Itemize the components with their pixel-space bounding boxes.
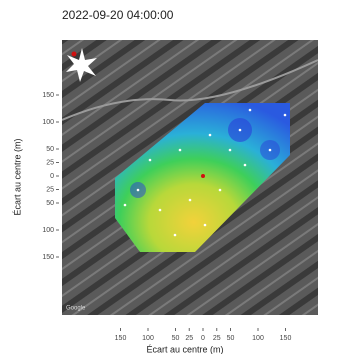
x-axis-label: Écart au centre (m) bbox=[146, 344, 223, 354]
sample-points bbox=[123, 108, 287, 237]
satellite-background: Google bbox=[62, 40, 318, 315]
x-tick-label: 100 bbox=[142, 335, 154, 342]
y-tick-label: 25 bbox=[46, 186, 54, 193]
y-tick-label: 25 bbox=[46, 159, 54, 166]
x-tick-label: 50 bbox=[227, 335, 235, 342]
watermark: Google bbox=[66, 306, 86, 312]
x-tick-label: 25 bbox=[213, 335, 221, 342]
compass bbox=[66, 48, 97, 82]
x-tick-label: 0 bbox=[201, 335, 205, 342]
centre-point bbox=[201, 174, 205, 178]
y-tick-label: 100 bbox=[42, 119, 54, 126]
x-tick-label: 150 bbox=[280, 335, 292, 342]
y-tick-label: 100 bbox=[42, 227, 54, 234]
y-tick-label: 0 bbox=[50, 173, 54, 180]
y-tick-label: 50 bbox=[46, 146, 54, 153]
x-tick-label: 150 bbox=[115, 335, 127, 342]
y-axis-label: Écart au centre (m) bbox=[12, 138, 22, 215]
x-tick-label: 25 bbox=[185, 335, 193, 342]
y-tick-label: 150 bbox=[42, 92, 54, 99]
x-tick-label: 100 bbox=[252, 335, 264, 342]
x-tick-label: 50 bbox=[172, 335, 180, 342]
y-tick-label: 50 bbox=[46, 200, 54, 207]
title: 2022-09-20 04:00:00 bbox=[62, 8, 174, 22]
y-tick-label: 150 bbox=[42, 254, 54, 261]
